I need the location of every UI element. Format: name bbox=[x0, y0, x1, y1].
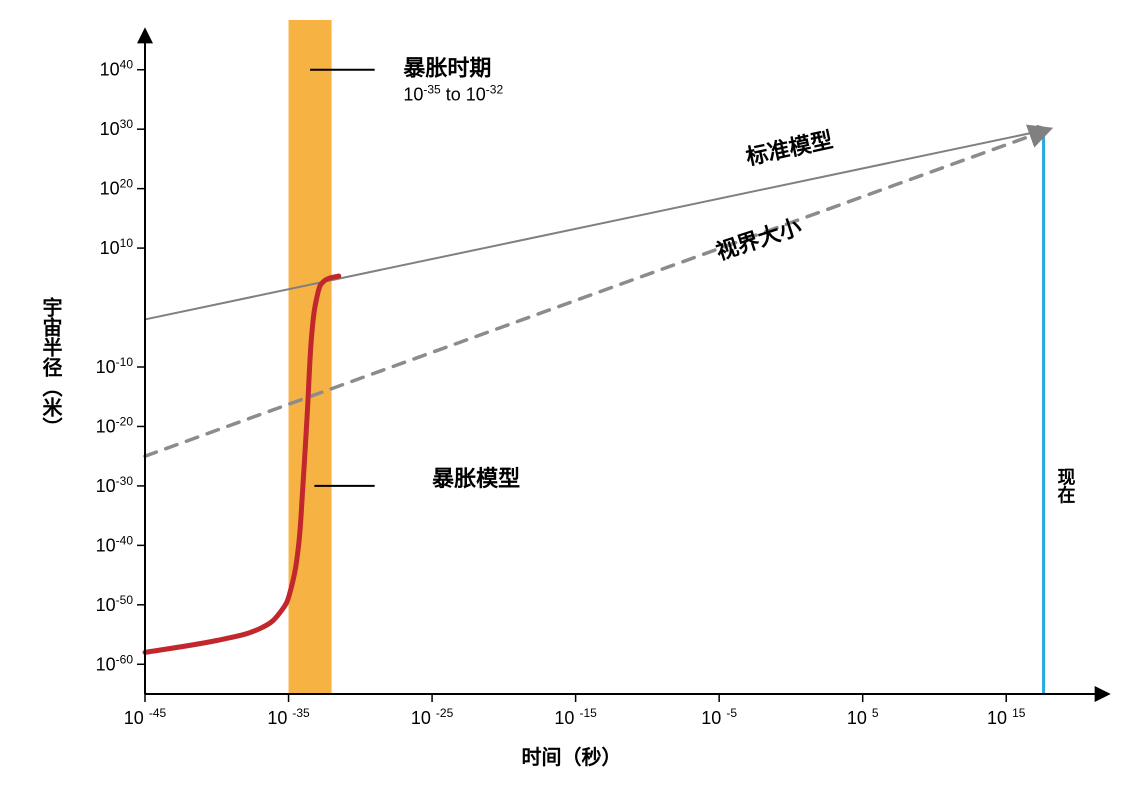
y-axis-title: 宇宙半径（米） bbox=[39, 296, 62, 437]
y-tick-label: 10-20 bbox=[96, 414, 134, 436]
series-standard_model bbox=[145, 129, 1049, 319]
y-tick-label: 10-10 bbox=[96, 355, 134, 377]
inflation-period-sublabel: 10-35 to 10-32 bbox=[403, 83, 503, 105]
horizon_size_label: 视界大小 bbox=[713, 214, 804, 265]
chart-container: 现在 10-60 10-50 10-40 10-30 10-20 10-10 1010 1020… bbox=[0, 0, 1138, 794]
x-tick-label: 10 -15 bbox=[554, 706, 597, 728]
x-axis-title: 时间（秒） bbox=[522, 745, 622, 769]
y-tick-label: 1040 bbox=[100, 58, 134, 80]
standard_model_label: 标准模型 bbox=[744, 127, 835, 170]
x-tick-label: 10 -25 bbox=[411, 706, 454, 728]
y-tick-label: 10-30 bbox=[96, 474, 134, 496]
y-tick-label: 10-40 bbox=[96, 533, 134, 555]
y-tick-label: 10-60 bbox=[96, 652, 134, 674]
inflation_period_label: 暴胀时期 bbox=[402, 56, 491, 81]
cosmic-inflation-chart: 现在 10-60 10-50 10-40 10-30 10-20 10-10 1010 1020… bbox=[0, 0, 1138, 794]
x-tick-label: 10 -5 bbox=[701, 706, 737, 728]
x-tick-label: 10 15 bbox=[987, 706, 1026, 728]
y-tick-label: 1030 bbox=[100, 117, 134, 139]
y-tick-label: 1020 bbox=[100, 177, 134, 199]
now-label: 现在 bbox=[1056, 468, 1076, 504]
y-tick-label: 10-50 bbox=[96, 593, 134, 615]
x-tick-label: 10 -45 bbox=[124, 706, 167, 728]
x-tick-label: 10 5 bbox=[847, 706, 879, 728]
y-tick-label: 1010 bbox=[100, 236, 134, 258]
inflation_model_label: 暴胀模型 bbox=[431, 466, 520, 491]
series-horizon_size bbox=[145, 129, 1049, 456]
x-tick-label: 10 -35 bbox=[267, 706, 310, 728]
